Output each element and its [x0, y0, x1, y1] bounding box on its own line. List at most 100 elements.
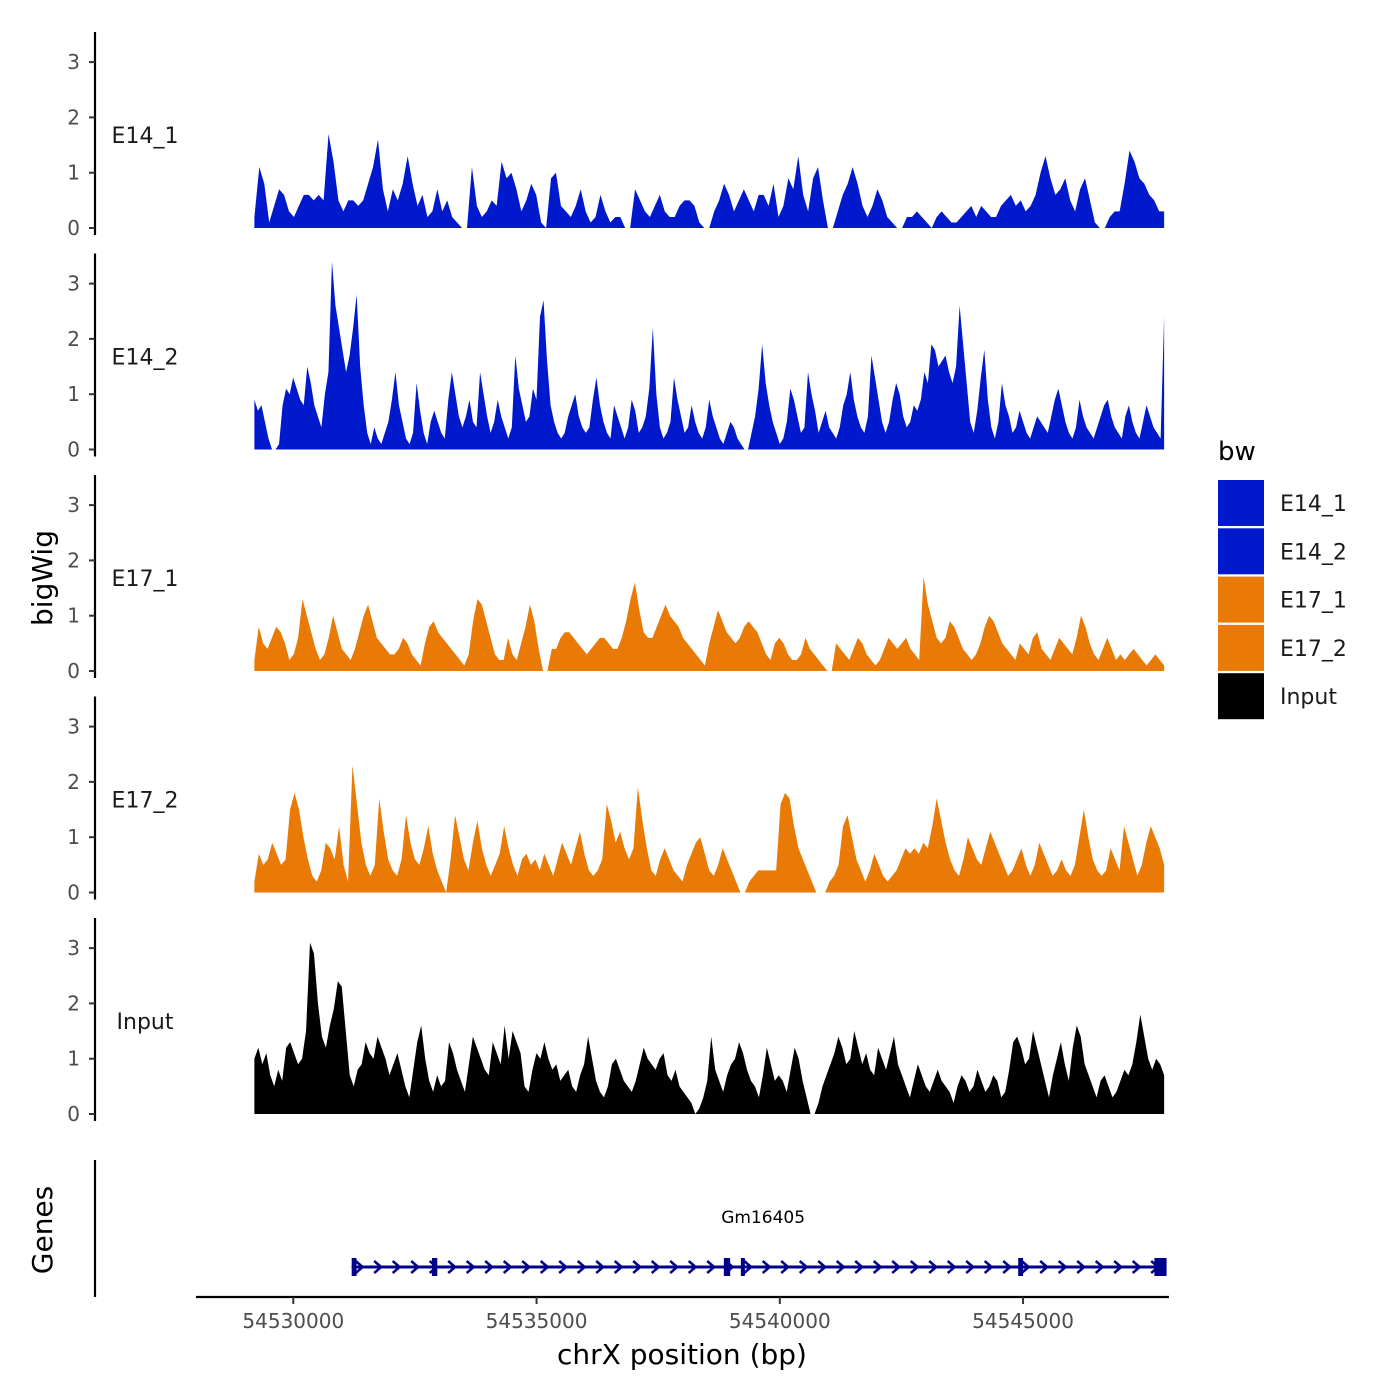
strand-arrow	[854, 1260, 865, 1274]
track-E17_2: 0 1 2 3 E17_2	[67, 696, 1165, 905]
legend-label: E14_2	[1280, 540, 1347, 565]
strand-arrow	[1131, 1260, 1142, 1274]
strand-arrow	[946, 1260, 957, 1274]
strand-arrow	[928, 1260, 939, 1274]
y-tick-label: 0	[67, 216, 80, 240]
exon	[1018, 1258, 1024, 1276]
coverage-area-E14_1	[254, 133, 1165, 228]
strand-arrow	[872, 1260, 883, 1274]
legend-swatch	[1218, 480, 1264, 526]
y-tick-label: 1	[67, 382, 80, 406]
y-tick-label: 3	[67, 272, 80, 296]
strand-arrow	[743, 1260, 754, 1274]
y-tick-label: 3	[67, 50, 80, 74]
legend-title: bw	[1218, 437, 1256, 467]
track-Input: 0 1 2 3 Input	[67, 918, 1165, 1126]
y-tick-label: 3	[67, 715, 80, 739]
gene-name-label: Gm16405	[721, 1208, 805, 1228]
exon	[351, 1258, 357, 1276]
strand-arrow	[1020, 1260, 1031, 1274]
legend-swatch	[1218, 528, 1264, 575]
legend-swatch	[1218, 624, 1264, 671]
track-label: E14_1	[112, 124, 179, 149]
strand-arrow	[613, 1260, 624, 1274]
strand-arrow	[669, 1260, 680, 1274]
strand-arrow	[373, 1260, 384, 1274]
strand-arrow	[1039, 1260, 1050, 1274]
strand-arrow	[502, 1260, 513, 1274]
y-tick-label: 0	[67, 659, 80, 683]
strand-arrow	[687, 1260, 698, 1274]
x-tick-label: 54540000	[729, 1309, 831, 1333]
strand-arrow	[1057, 1260, 1068, 1274]
gene-track: Gm16405	[93, 1160, 1167, 1297]
strand-arrow	[521, 1260, 532, 1274]
y-tick-label: 1	[67, 1047, 80, 1071]
y-tick-label: 0	[67, 1102, 80, 1126]
y-tick-label: 2	[67, 105, 80, 129]
strand-arrow	[1094, 1260, 1105, 1274]
strand-arrow	[983, 1260, 994, 1274]
genes-panel-title: Genes	[26, 1186, 59, 1274]
track-E17_1: 0 1 2 3 E17_1	[67, 475, 1165, 683]
coverage-area-E14_2	[254, 261, 1165, 450]
legend-swatch	[1218, 576, 1264, 623]
y-tick-label: 3	[67, 493, 80, 517]
y-tick-label: 2	[67, 327, 80, 351]
y-tick-label: 1	[67, 161, 80, 185]
legend-label: E17_1	[1280, 589, 1347, 614]
strand-arrow	[798, 1260, 809, 1274]
y-tick-label: 1	[67, 825, 80, 849]
y-tick-label: 0	[67, 881, 80, 905]
track-E14_1: 0 1 2 3 E14_1	[67, 32, 1165, 240]
strand-arrow	[465, 1260, 476, 1274]
x-axis: 54530000 54535000 54540000 54545000	[196, 1295, 1169, 1333]
strand-arrow	[1113, 1260, 1124, 1274]
strand-arrow	[835, 1260, 846, 1274]
legend-label: E17_2	[1280, 637, 1347, 662]
x-axis-title: chrX position (bp)	[557, 1338, 807, 1371]
legend-swatch	[1218, 673, 1264, 720]
legend-label: Input	[1280, 685, 1337, 710]
coverage-area-E17_1	[254, 576, 1165, 671]
y-tick-label: 1	[67, 604, 80, 628]
track-label: E17_1	[112, 567, 179, 592]
coverage-area-Input	[254, 942, 1165, 1114]
strand-arrow	[891, 1260, 902, 1274]
strand-arrow	[650, 1260, 661, 1274]
y-axis-title: bigWig	[26, 530, 59, 626]
y-tick-label: 2	[67, 770, 80, 794]
strand-arrow	[595, 1260, 606, 1274]
strand-arrow	[576, 1260, 587, 1274]
strand-arrow	[484, 1260, 495, 1274]
strand-arrow	[761, 1260, 772, 1274]
x-tick-label: 54535000	[486, 1309, 588, 1333]
y-tick-label: 3	[67, 936, 80, 960]
track-label: E17_2	[112, 789, 179, 814]
exon	[723, 1258, 731, 1276]
strand-arrow	[391, 1260, 402, 1274]
x-tick-label: 54545000	[972, 1309, 1074, 1333]
strand-arrow	[706, 1260, 717, 1274]
legend-label: E14_1	[1280, 492, 1347, 517]
y-tick-label: 2	[67, 991, 80, 1015]
strand-arrow	[1076, 1260, 1087, 1274]
strand-arrow	[447, 1260, 458, 1274]
strand-arrow	[780, 1260, 791, 1274]
exon	[740, 1258, 745, 1276]
strand-arrow	[965, 1260, 976, 1274]
strand-arrow	[1002, 1260, 1013, 1274]
exon	[1154, 1258, 1167, 1276]
legend: bw E14_1 E14_2 E17_1 E17_2 Input	[1218, 437, 1347, 720]
coverage-area-E17_2	[254, 765, 1165, 893]
strand-arrow	[410, 1260, 421, 1274]
track-label: Input	[117, 1010, 174, 1035]
y-tick-label: 0	[67, 438, 80, 462]
strand-arrow	[817, 1260, 828, 1274]
x-tick-label: 54530000	[242, 1309, 344, 1333]
exon	[431, 1258, 438, 1276]
y-tick-label: 2	[67, 548, 80, 572]
strand-arrow	[909, 1260, 920, 1274]
strand-arrow	[558, 1260, 569, 1274]
